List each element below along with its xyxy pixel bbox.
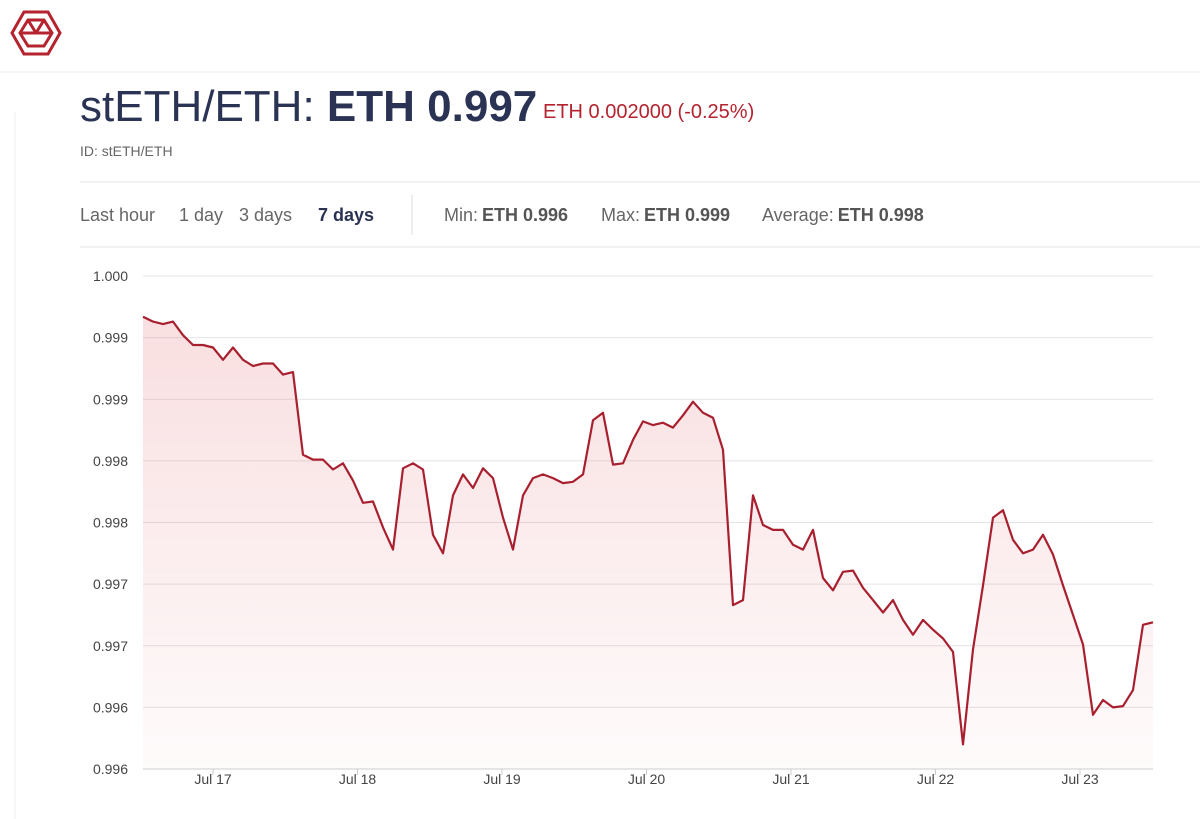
x-tick-label: Jul 18 — [339, 771, 377, 787]
time-tab[interactable]: 3 days — [239, 205, 292, 225]
stat-label: Min: — [444, 205, 478, 225]
title: stETH/ETH: ETH 0.997 — [80, 82, 537, 131]
y-tick-label: 0.997 — [93, 638, 128, 654]
x-tick-label: Jul 19 — [483, 771, 521, 787]
y-tick-label: 0.996 — [93, 699, 128, 715]
time-tab[interactable]: Last hour — [80, 205, 155, 225]
y-tick-label: 0.996 — [93, 761, 128, 777]
stat: Average: ETH 0.998 — [762, 205, 924, 225]
time-tab[interactable]: 1 day — [179, 205, 223, 225]
change-pct: (-0.25%) — [678, 101, 755, 123]
stat-label: Average: — [762, 205, 834, 225]
x-tick-label: Jul 22 — [917, 771, 955, 787]
y-tick-label: 0.999 — [93, 391, 128, 407]
y-tick-label: 0.997 — [93, 576, 128, 592]
y-tick-label: 0.998 — [93, 453, 128, 469]
change-abs: ETH 0.002000 — [543, 101, 672, 123]
change: ETH 0.002000 (-0.25%) — [543, 101, 754, 123]
time-tab[interactable]: 7 days — [318, 205, 374, 225]
logo[interactable] — [10, 10, 62, 56]
area — [143, 316, 1153, 769]
price-line — [142, 315, 1154, 746]
x-tick-label: Jul 17 — [194, 771, 232, 787]
price: ETH 0.997 — [327, 82, 537, 131]
pair-name: stETH/ETH: — [80, 82, 315, 131]
y-tick-label: 0.998 — [93, 515, 128, 531]
y-tick-label: 0.999 — [93, 330, 128, 346]
x-tick-label: Jul 23 — [1061, 771, 1099, 787]
x-tick-label: Jul 20 — [628, 771, 666, 787]
stat-value: ETH 0.999 — [644, 205, 730, 225]
asset-id: ID: stETH/ETH — [80, 143, 173, 159]
stat: Min: ETH 0.996 — [444, 205, 568, 225]
stat-value: ETH 0.998 — [838, 205, 924, 225]
stat-value: ETH 0.996 — [482, 205, 568, 225]
y-tick-label: 1.000 — [93, 268, 128, 284]
stat: Max: ETH 0.999 — [601, 205, 730, 225]
stat-label: Max: — [601, 205, 640, 225]
x-tick-label: Jul 21 — [772, 771, 810, 787]
